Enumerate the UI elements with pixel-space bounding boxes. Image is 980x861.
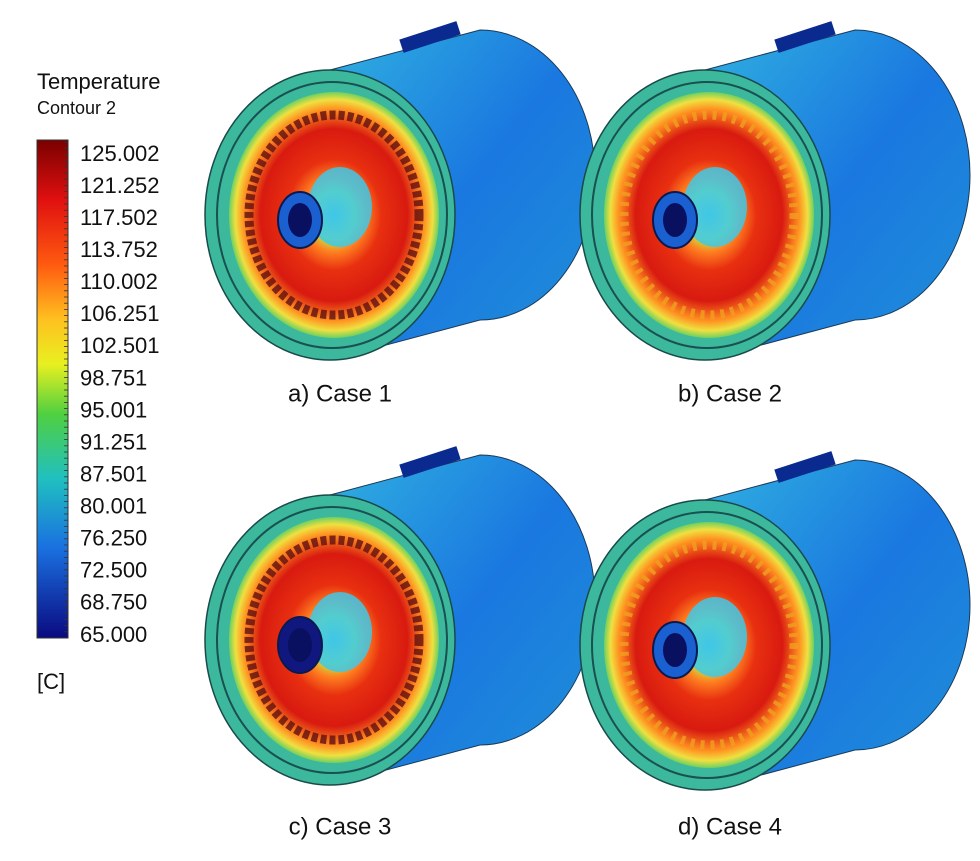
front-ring-inner — [591, 81, 823, 349]
cooling-duct — [399, 21, 461, 53]
legend-tick-label: 95.001 — [80, 397, 147, 422]
legend-tick-label: 80.001 — [80, 494, 147, 519]
stator-teeth — [619, 110, 799, 320]
legend-title: Temperature — [37, 69, 161, 94]
legend-tick-label: 113.752 — [80, 237, 158, 262]
cooling-duct — [399, 446, 461, 478]
rotor-sleeve — [308, 167, 372, 247]
legend-tick-label: 72.500 — [80, 558, 147, 583]
shaft-bore — [288, 203, 312, 237]
legend-tick-label: 110.002 — [80, 269, 158, 294]
legend-tick-label: 102.501 — [80, 333, 160, 358]
stator-teeth — [619, 540, 799, 750]
front-ring-inner — [591, 511, 823, 779]
shaft-bore — [663, 633, 687, 667]
legend-tick-label: 87.501 — [80, 461, 147, 486]
panel-caption: b) Case 2 — [678, 380, 782, 407]
front-ring-inner — [216, 506, 448, 774]
panel-caption: c) Case 3 — [289, 813, 392, 840]
legend-tick-label: 76.250 — [80, 526, 147, 551]
shaft-bore — [288, 628, 312, 662]
legend-tick-label: 91.251 — [80, 429, 147, 454]
legend-subtitle: Contour 2 — [37, 98, 116, 118]
panel-caption: d) Case 4 — [678, 813, 782, 840]
rotor-sleeve — [683, 167, 747, 247]
cooling-duct — [774, 21, 836, 53]
stator-teeth — [244, 535, 424, 745]
legend-tick-label: 68.750 — [80, 590, 147, 615]
color-bar — [36, 139, 69, 639]
stator-teeth — [244, 110, 424, 320]
cooling-duct — [774, 451, 836, 483]
front-ring-inner — [216, 81, 448, 349]
panel-caption: a) Case 1 — [288, 380, 392, 407]
legend-tick-label: 125.002 — [80, 141, 160, 166]
legend-tick-label: 98.751 — [80, 365, 147, 390]
rotor-sleeve — [308, 592, 372, 672]
legend-unit: [C] — [37, 669, 65, 694]
legend-tick-label: 121.252 — [80, 173, 160, 198]
legend-tick-label: 106.251 — [80, 301, 160, 326]
shaft-bore — [663, 203, 687, 237]
rotor-sleeve — [683, 597, 747, 677]
legend-tick-label: 65.000 — [80, 622, 147, 647]
legend-tick-label: 117.502 — [80, 205, 158, 230]
